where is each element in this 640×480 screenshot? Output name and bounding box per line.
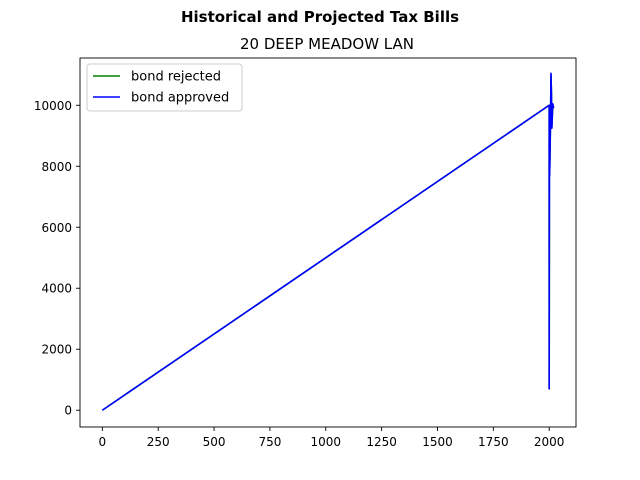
y-tick-label: 4000 xyxy=(41,282,72,296)
y-tick-label: 8000 xyxy=(41,160,72,174)
legend-label-0: bond rejected xyxy=(131,70,221,85)
chart-title: 20 DEEP MEADOW LAN xyxy=(240,35,414,53)
plot-area xyxy=(101,72,555,411)
x-tick-label: 1750 xyxy=(478,435,509,449)
x-tick-label: 1250 xyxy=(366,435,397,449)
y-tick-label: 2000 xyxy=(41,343,72,357)
legend-label-1: bond approved xyxy=(131,91,229,106)
chart-suptitle: Historical and Projected Tax Bills xyxy=(181,8,459,26)
series-line-0 xyxy=(101,73,554,411)
x-tick-label: 500 xyxy=(203,435,226,449)
x-tick-label: 750 xyxy=(258,435,281,449)
series-line-1 xyxy=(101,72,555,411)
axes: 0 250 500 750 1000 1250 1500 1750 2000 0 2000 4000 6… xyxy=(34,57,577,449)
x-tick-label: 0 xyxy=(99,435,107,449)
x-tick-label: 2000 xyxy=(534,435,565,449)
x-tick-label: 1500 xyxy=(422,435,453,449)
x-tick-label: 1000 xyxy=(310,435,341,449)
x-tick-label: 250 xyxy=(147,435,170,449)
legend: bond rejected bond approved xyxy=(86,63,243,112)
axes-frame xyxy=(79,57,577,428)
y-tick-label: 6000 xyxy=(41,221,72,235)
y-tick-label: 0 xyxy=(64,404,72,418)
y-tick-label: 10000 xyxy=(34,99,72,113)
legend-box xyxy=(86,63,243,112)
